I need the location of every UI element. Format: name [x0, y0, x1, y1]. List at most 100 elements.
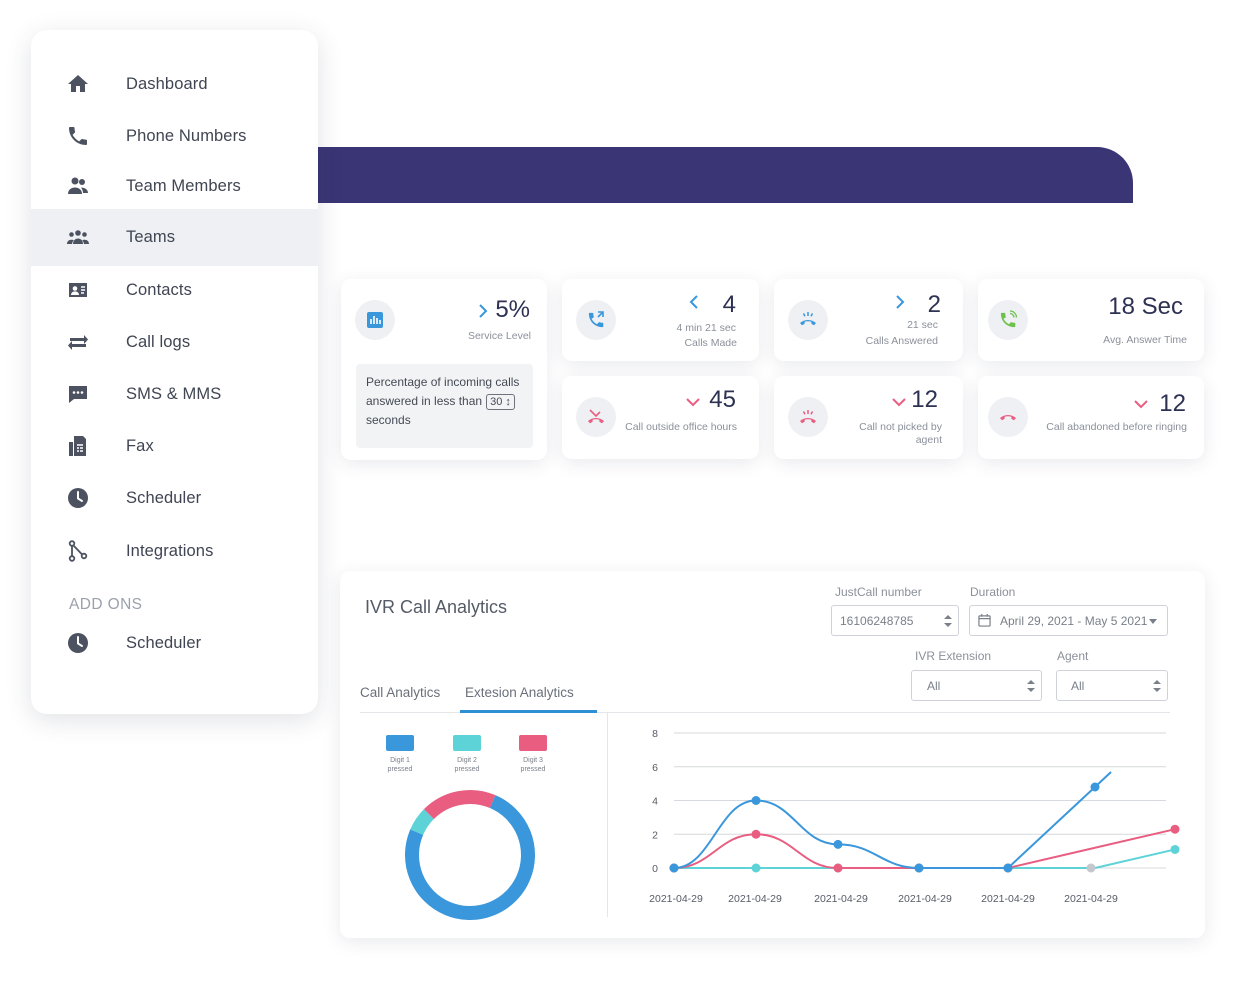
caret-down-icon	[1149, 619, 1157, 624]
outside-hours-value: 45	[709, 386, 736, 413]
calls-answered-sub: 21 sec	[907, 319, 938, 331]
stepper-arrows-icon	[1153, 680, 1161, 692]
data-point	[751, 863, 761, 873]
data-point	[669, 863, 679, 873]
sidebar-item-integrations[interactable]: Integrations	[31, 525, 318, 577]
tab-call-analytics[interactable]: Call Analytics	[360, 685, 441, 700]
data-point	[1170, 824, 1180, 834]
legend-digit-1: Digit 1 pressed	[380, 735, 420, 774]
x-tick-label: 2021-04-29	[1064, 893, 1118, 905]
calls-made-sub: 4 min 21 sec	[676, 322, 736, 334]
clock-icon	[65, 630, 91, 656]
x-tick-label: 2021-04-29	[981, 893, 1035, 905]
sidebar-item-fax[interactable]: Fax	[31, 420, 318, 472]
header-band	[300, 147, 1133, 203]
x-tick-label: 2021-04-29	[728, 893, 782, 905]
call-time-icon	[1000, 310, 1018, 328]
tab-extension-analytics[interactable]: Extesion Analytics	[465, 685, 574, 700]
ivr-extension-value: All	[927, 678, 941, 693]
bar-chart-icon	[367, 312, 383, 328]
sidebar-item-team-members[interactable]: Team Members	[31, 160, 318, 212]
legend-text: Digit 3	[523, 757, 543, 764]
sidebar-item-teams[interactable]: Teams	[31, 209, 318, 266]
data-point	[914, 863, 924, 873]
service-level-card: 5% Service Level Percentage of incoming …	[341, 279, 547, 460]
sidebar-item-label: Scheduler	[126, 633, 202, 652]
donut-slice-digit-3	[405, 790, 535, 920]
avg-answer-icon-circle	[988, 300, 1028, 340]
chevron-right-icon	[893, 295, 907, 309]
sidebar-item-label: Fax	[126, 436, 154, 455]
sidebar-item-addon-scheduler[interactable]: Scheduler	[31, 617, 318, 669]
not-picked-icon-circle	[788, 397, 828, 437]
seconds-stepper[interactable]: 30 ↕	[486, 394, 515, 410]
sidebar-item-call-logs[interactable]: Call logs	[31, 316, 318, 368]
donut-slice-digit-2	[405, 790, 535, 920]
sidebar-item-phone-numbers[interactable]: Phone Numbers	[31, 110, 318, 162]
tab-divider	[360, 712, 1170, 713]
sidebar-item-label: Scheduler	[126, 488, 202, 507]
data-point	[669, 863, 679, 873]
calls-made-card: 4 4 min 21 sec Calls Made	[562, 279, 759, 361]
outside-hours-label: Call outside office hours	[625, 421, 737, 433]
data-point	[751, 829, 761, 839]
legend-swatch	[519, 735, 547, 751]
sidebar-item-label: Dashboard	[126, 74, 208, 93]
series-line-extension	[1094, 828, 1176, 849]
active-tab-indicator	[460, 710, 597, 713]
addons-heading: ADD ONS	[69, 596, 143, 613]
sidebar-item-label: Integrations	[126, 541, 214, 560]
series-line-0	[673, 786, 1096, 869]
analytics-title: IVR Call Analytics	[365, 597, 508, 617]
ivr-analytics-card: IVR Call Analytics JustCall number 16106…	[340, 571, 1205, 938]
donut-chart	[405, 790, 535, 920]
data-point	[1003, 863, 1013, 873]
call-logs-icon	[65, 329, 91, 355]
sidebar-item-sms-mms[interactable]: SMS & MMS	[31, 368, 318, 420]
x-tick-label: 2021-04-29	[898, 893, 952, 905]
avg-answer-card: 18 Sec Avg. Answer Time	[978, 279, 1204, 361]
x-tick-label: 2021-04-29	[649, 893, 703, 905]
justcall-number-value: 16106248785	[840, 613, 914, 628]
outside-hours-card: 45 Call outside office hours	[562, 376, 759, 459]
data-point	[669, 863, 679, 873]
calls-answered-card: 2 21 sec Calls Answered	[774, 279, 963, 361]
sidebar-item-label: Phone Numbers	[126, 126, 247, 145]
abandoned-card: 12 Call abandoned before ringing	[978, 376, 1204, 459]
calls-answered-value: 2	[927, 291, 941, 318]
chevron-right-icon	[476, 304, 490, 318]
series-line-extension	[1094, 771, 1112, 788]
agent-label: Agent	[1057, 649, 1089, 663]
legend-text: pressed	[454, 766, 480, 773]
avg-answer-label: Avg. Answer Time	[1103, 334, 1187, 346]
x-tick-label: 2021-04-29	[814, 893, 868, 905]
justcall-number-label: JustCall number	[835, 585, 922, 599]
agent-select[interactable]: All	[1056, 670, 1168, 701]
ivr-extension-label: IVR Extension	[915, 649, 992, 663]
home-icon	[65, 71, 91, 97]
duration-label: Duration	[970, 585, 1016, 599]
legend-text: pressed	[387, 766, 413, 773]
sidebar-item-label: SMS & MMS	[126, 384, 222, 403]
justcall-number-field[interactable]: 16106248785	[831, 605, 959, 636]
hangup-icon-circle	[988, 397, 1028, 437]
donut-slice-digit-1	[405, 790, 535, 920]
service-level-label: Service Level	[467, 330, 531, 342]
y-tick-label: 8	[652, 728, 658, 740]
calls-made-value: 4	[722, 291, 736, 318]
data-point	[1170, 844, 1180, 854]
clock-icon	[65, 485, 91, 511]
data-point	[833, 863, 843, 873]
call-outgoing-icon	[588, 311, 604, 328]
sidebar-item-dashboard[interactable]: Dashboard	[31, 58, 318, 110]
sidebar-item-scheduler[interactable]: Scheduler	[31, 472, 318, 524]
note-line: answered in less than	[366, 394, 483, 408]
data-point	[1086, 863, 1096, 873]
ivr-extension-select[interactable]: All	[911, 670, 1042, 701]
agent-value: All	[1071, 678, 1085, 693]
duration-picker[interactable]: April 29, 2021 - May 5 2021	[969, 605, 1168, 636]
legend-swatch	[386, 735, 414, 751]
data-point	[914, 863, 924, 873]
sidebar-item-contacts[interactable]: Contacts	[31, 264, 318, 316]
sidebar-item-label: Call logs	[126, 332, 191, 351]
